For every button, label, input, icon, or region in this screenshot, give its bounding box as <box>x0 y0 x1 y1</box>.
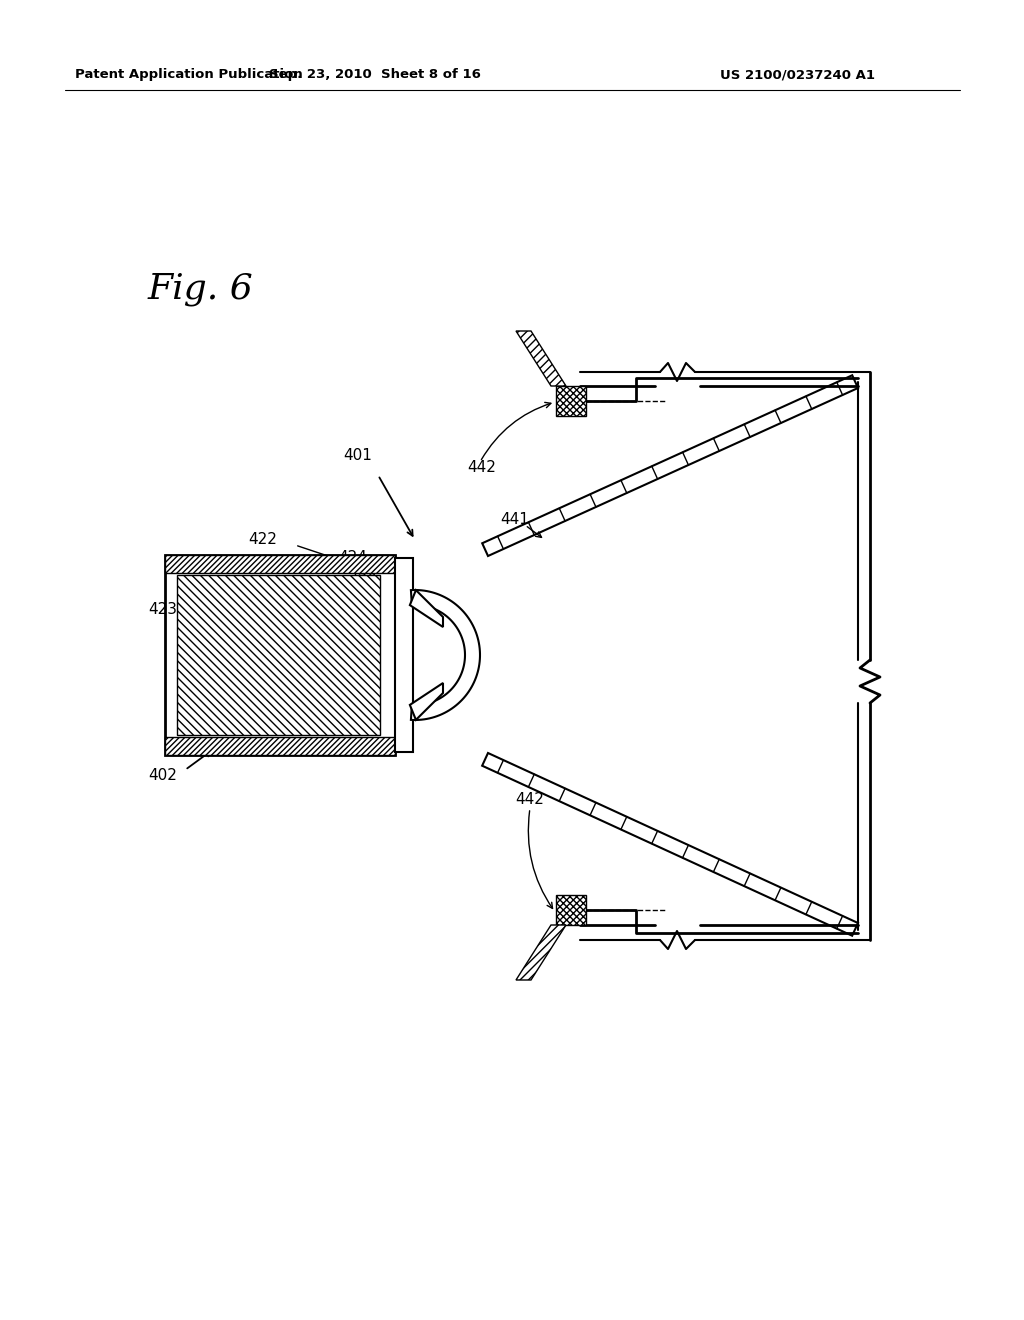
Polygon shape <box>482 752 858 936</box>
Text: US 2100/0237240 A1: US 2100/0237240 A1 <box>720 69 874 81</box>
Text: 423: 423 <box>148 602 177 618</box>
Text: 442: 442 <box>467 461 496 475</box>
Text: 402: 402 <box>148 767 177 783</box>
Text: 442: 442 <box>515 792 544 808</box>
Text: Sep. 23, 2010  Sheet 8 of 16: Sep. 23, 2010 Sheet 8 of 16 <box>269 69 481 81</box>
Polygon shape <box>165 737 395 755</box>
Polygon shape <box>165 554 395 573</box>
Polygon shape <box>410 682 443 719</box>
Text: Patent Application Publication: Patent Application Publication <box>75 69 303 81</box>
Polygon shape <box>482 375 858 556</box>
Polygon shape <box>516 331 566 385</box>
Text: 430: 430 <box>348 565 377 579</box>
Polygon shape <box>556 385 586 416</box>
Polygon shape <box>165 554 395 755</box>
Text: 424: 424 <box>338 550 367 565</box>
Text: 425: 425 <box>348 715 377 730</box>
Text: 401: 401 <box>343 447 372 462</box>
Polygon shape <box>556 895 586 925</box>
Polygon shape <box>410 590 443 627</box>
Text: Fig. 6: Fig. 6 <box>148 272 254 306</box>
Polygon shape <box>177 576 380 735</box>
Polygon shape <box>516 925 566 979</box>
Polygon shape <box>395 558 413 752</box>
Text: 441: 441 <box>500 512 528 528</box>
Polygon shape <box>411 590 480 719</box>
Text: 422: 422 <box>248 532 276 548</box>
